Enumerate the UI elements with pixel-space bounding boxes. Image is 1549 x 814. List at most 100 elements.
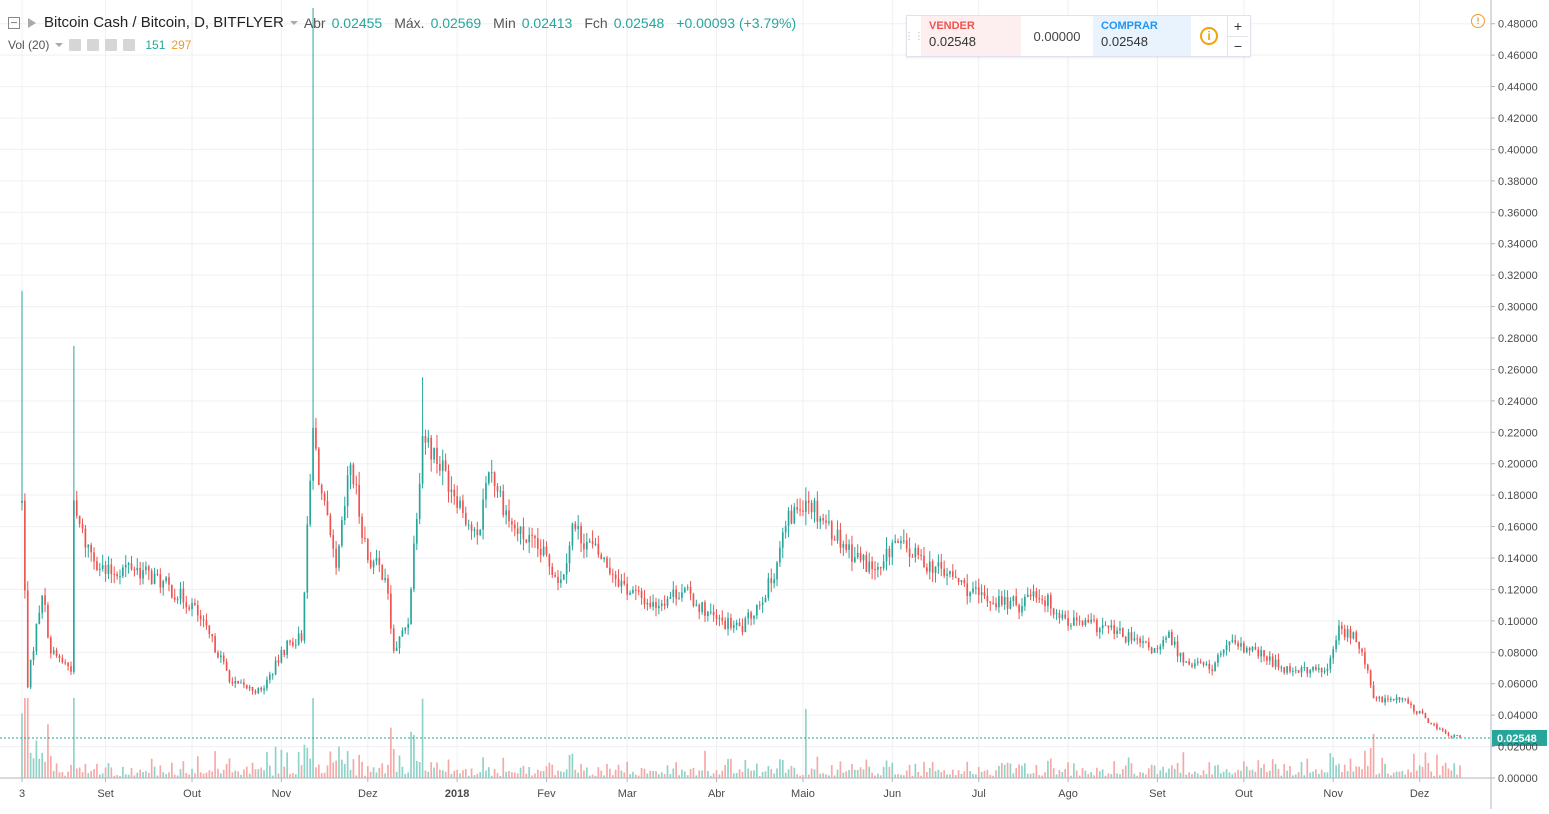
volume-bar: [375, 772, 378, 778]
volume-bar: [718, 774, 721, 778]
caret-down-icon[interactable]: [289, 20, 298, 25]
candle-body: [1277, 659, 1280, 668]
volume-bar: [701, 770, 703, 778]
volume-bar: [104, 767, 107, 778]
volume-bars: [21, 698, 1461, 778]
candle-body: [1289, 666, 1291, 672]
volume-bar: [1078, 775, 1081, 778]
volume-bar: [758, 775, 761, 778]
volume-bar: [1159, 770, 1162, 778]
volume-bar: [87, 773, 90, 778]
candle-body: [747, 612, 750, 619]
candle-body: [1286, 666, 1288, 673]
visibility-icon[interactable]: [69, 39, 82, 51]
minus-icon[interactable]: −: [1233, 38, 1243, 55]
volume-bar: [271, 775, 274, 778]
more-icon[interactable]: [105, 39, 118, 51]
volume-bar: [297, 752, 300, 778]
candle-body: [926, 567, 928, 572]
x-tick-label: Ago: [1058, 788, 1078, 800]
candle-body: [571, 523, 574, 546]
volume-bar: [865, 759, 868, 778]
candle-body: [692, 593, 695, 606]
candle-body: [934, 566, 937, 573]
candle-body: [490, 472, 493, 474]
candle-body: [539, 548, 542, 556]
volume-bar: [508, 770, 510, 778]
volume-bar: [119, 775, 121, 778]
sell-button[interactable]: VENDER 0.02548: [921, 16, 1021, 56]
candle-body: [931, 561, 934, 573]
candle-body: [1237, 642, 1239, 647]
volume-bar: [482, 757, 484, 778]
remove-icon[interactable]: [123, 39, 136, 51]
candle-body: [1084, 619, 1087, 626]
volume-bar: [842, 772, 845, 778]
volume-bar: [254, 769, 257, 778]
volume-bar: [580, 763, 582, 778]
volume-bar: [171, 762, 173, 778]
volume-bar: [588, 775, 591, 778]
volume-bar: [320, 773, 323, 778]
candle-body: [1035, 591, 1038, 599]
volume-bar: [753, 770, 755, 778]
volume-bar: [986, 769, 989, 778]
plus-icon[interactable]: +: [1228, 16, 1248, 37]
candle-body: [735, 622, 738, 626]
volume-bar: [802, 775, 804, 778]
candles: [21, 8, 1461, 739]
candle-body: [303, 592, 306, 641]
collapse-icon[interactable]: [8, 16, 20, 29]
candle-body: [24, 500, 26, 591]
volume-bar: [1191, 774, 1193, 778]
candle-body: [159, 574, 162, 588]
volume-bar: [528, 767, 531, 778]
candle-body: [1070, 625, 1072, 627]
symbol-flag-icon[interactable]: [28, 17, 36, 28]
alert-icon[interactable]: !: [1471, 14, 1485, 28]
volume-bar: [266, 751, 268, 778]
volume-bar: [1335, 765, 1337, 778]
candle-body: [534, 536, 536, 539]
symbol-name[interactable]: Bitcoin Cash / Bitcoin, D, BITFLYER: [44, 14, 284, 31]
volume-bar: [113, 775, 116, 778]
volume-bar: [1332, 757, 1335, 778]
candle-body: [1260, 650, 1262, 657]
volume-bar: [822, 773, 824, 778]
price-axis[interactable]: 0.00000 0.02000 0.04000 0.06000 0.08000 0.100…: [1490, 0, 1538, 809]
candle-body: [1096, 619, 1098, 633]
volume-bar: [623, 772, 626, 778]
candle-body: [1453, 735, 1456, 737]
volume-caret-icon[interactable]: [55, 43, 64, 47]
time-axis[interactable]: 3 Set Out Nov Dez 2018 Fev Mar Abr Maio Jun Jul Ago S…: [0, 777, 1491, 800]
volume-bar: [882, 766, 885, 778]
volume-bar: [263, 770, 265, 778]
settings-icon[interactable]: [87, 39, 100, 51]
volume-label[interactable]: Vol (20): [8, 38, 50, 52]
candle-body: [26, 590, 29, 688]
grip-icon[interactable]: ⋮⋮: [904, 30, 924, 42]
volume-bar: [828, 775, 830, 778]
candle-body: [658, 605, 660, 609]
volume-bar: [384, 773, 386, 778]
candle-body: [427, 437, 430, 443]
candle-body: [1170, 631, 1173, 645]
open-value: 0.02455: [331, 14, 383, 31]
candle-body: [609, 567, 611, 574]
candle-body: [1266, 656, 1268, 661]
volume-bar: [519, 767, 522, 778]
buy-button[interactable]: COMPRAR 0.02548: [1093, 16, 1191, 56]
volume-bar: [142, 771, 144, 778]
volume-bar: [1381, 757, 1384, 778]
candle-body: [1021, 606, 1023, 613]
candle-body: [784, 526, 787, 533]
candle-body: [211, 633, 214, 637]
candle-body: [404, 627, 407, 631]
x-tick-label: Set: [1149, 788, 1166, 800]
info-button[interactable]: i: [1191, 16, 1227, 56]
candle-body: [378, 557, 381, 565]
volume-bar: [1389, 775, 1392, 778]
candle-body: [1119, 628, 1121, 631]
